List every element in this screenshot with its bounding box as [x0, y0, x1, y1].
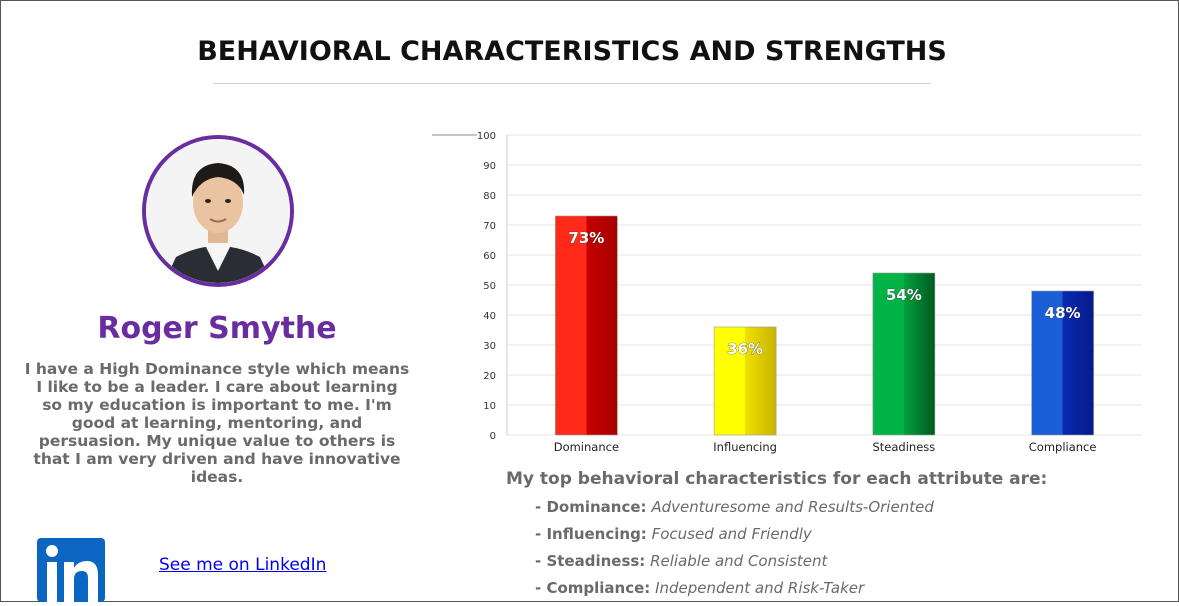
data-label: 73%	[568, 229, 604, 247]
bar-influencing	[713, 326, 777, 436]
y-tick-label: 90	[483, 161, 496, 172]
x-tick-label: Steadiness	[872, 440, 935, 454]
linkedin-icon[interactable]	[37, 538, 105, 602]
page-title: BEHAVIORAL CHARACTERISTICS AND STRENGTHS	[197, 36, 947, 67]
bar-steadiness	[872, 272, 936, 436]
trait-value: Independent and Risk-Taker	[655, 579, 865, 597]
y-tick-label: 40	[483, 311, 496, 322]
trait-value: Focused and Friendly	[651, 525, 812, 543]
y-tick-label: 0	[490, 431, 496, 442]
bar-compliance	[1031, 290, 1094, 436]
trait-steadiness: - Steadiness: Reliable and Consistent	[535, 552, 827, 570]
x-tick-label: Dominance	[554, 440, 619, 454]
x-tick-label: Influencing	[713, 440, 777, 454]
y-tick-label: 30	[483, 341, 496, 352]
trait-label: - Influencing:	[535, 525, 647, 543]
y-tick-label: 10	[483, 401, 496, 412]
profile-bio: I have a High Dominance style which mean…	[24, 360, 410, 486]
trait-value: Reliable and Consistent	[650, 552, 828, 570]
y-tick-label: 100	[477, 131, 496, 142]
trait-influencing: - Influencing: Focused and Friendly	[535, 525, 812, 543]
data-label: 36%	[727, 340, 763, 358]
y-tick-label: 60	[483, 251, 496, 262]
data-label: 54%	[886, 286, 922, 304]
x-tick-label: Compliance	[1029, 440, 1097, 454]
trait-label: - Compliance:	[535, 579, 651, 597]
bar-dominance	[555, 215, 618, 436]
trait-label: - Dominance:	[535, 498, 647, 516]
y-tick-label: 70	[483, 221, 496, 232]
bar-chart: 0 10 20 30 40 50 60 70 80 90 100 73% Dominance 36% Inf…	[432, 131, 1142, 454]
trait-compliance: - Compliance: Independent and Risk-Taker	[535, 579, 864, 597]
data-label: 48%	[1045, 304, 1081, 322]
y-tick-label: 50	[483, 281, 496, 292]
linkedin-link[interactable]: See me on LinkedIn	[159, 555, 327, 575]
title-divider	[213, 83, 931, 84]
profile-name: Roger Smythe	[97, 311, 337, 346]
y-tick-label: 20	[483, 371, 496, 382]
trait-dominance: - Dominance: Adventuresome and Results-O…	[535, 498, 934, 516]
trait-value: Adventuresome and Results-Oriented	[651, 498, 934, 516]
profile-photo	[146, 139, 290, 283]
y-tick-label: 80	[483, 191, 496, 202]
avatar	[142, 135, 294, 287]
trait-label: - Steadiness:	[535, 552, 646, 570]
traits-heading: My top behavioral characteristics for ea…	[506, 469, 1048, 489]
